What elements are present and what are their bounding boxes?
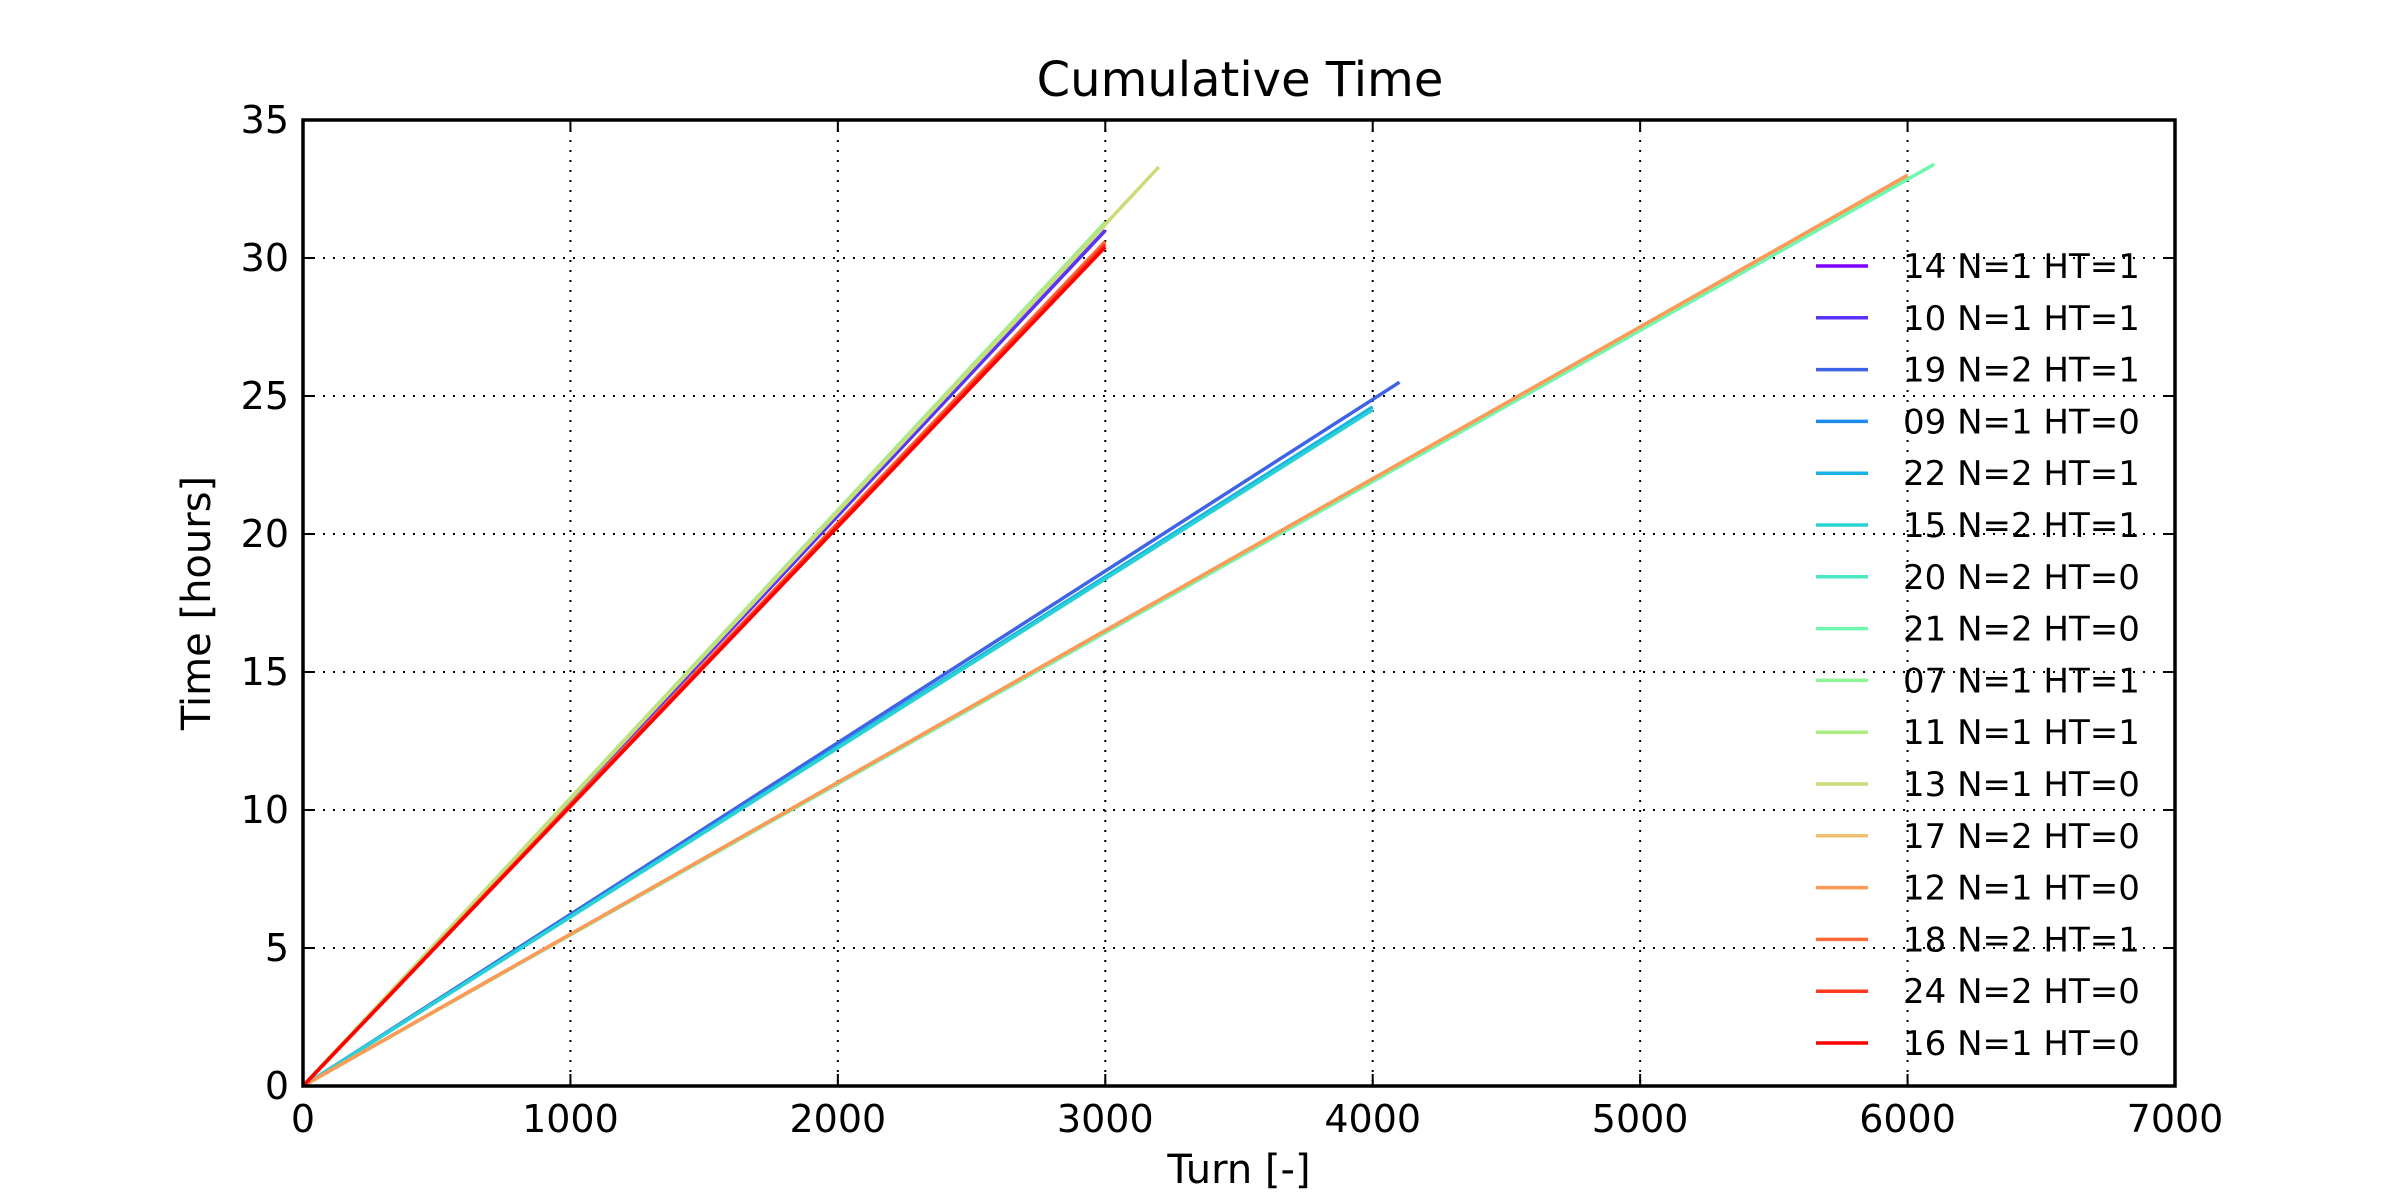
legend-label: 15 N=2 HT=1	[1903, 506, 2140, 546]
legend-label: 07 N=1 HT=1	[1903, 661, 2140, 701]
x-tick-label: 1000	[522, 1097, 619, 1141]
legend-label: 13 N=1 HT=0	[1903, 765, 2140, 805]
chart-title: Cumulative Time	[1037, 52, 1444, 108]
legend-label: 20 N=2 HT=0	[1903, 558, 2140, 598]
series-line-16-n-1-ht-0	[301, 245, 1107, 1088]
legend-label: 21 N=2 HT=0	[1903, 610, 2140, 650]
legend-label: 14 N=1 HT=1	[1903, 247, 2140, 287]
legend-label: 09 N=1 HT=0	[1903, 402, 2140, 442]
x-tick-label: 5000	[1592, 1097, 1689, 1141]
series-line-15-n-2-ht-1	[302, 408, 1374, 1088]
legend-label: 22 N=2 HT=1	[1903, 454, 2140, 494]
legend: 14 N=1 HT=1 10 N=1 HT=1 19 N=2 HT=1 09 N=1 …	[1816, 247, 2140, 1064]
x-tick-label: 0	[291, 1097, 315, 1141]
legend-label: 19 N=2 HT=1	[1903, 351, 2140, 391]
y-tick-label: 10	[241, 788, 289, 832]
legend-label: 24 N=2 HT=0	[1903, 972, 2140, 1012]
legend-label: 17 N=2 HT=0	[1903, 817, 2140, 857]
legend-label: 10 N=1 HT=1	[1903, 299, 2140, 339]
y-tick-label: 5	[265, 926, 289, 970]
legend-label: 16 N=1 HT=0	[1903, 1024, 2140, 1064]
y-tick-label: 30	[241, 236, 289, 280]
x-tick-label: 6000	[1859, 1097, 1956, 1141]
y-tick-label: 25	[241, 374, 289, 418]
y-tick-label: 0	[265, 1064, 289, 1108]
legend-label: 12 N=1 HT=0	[1903, 869, 2140, 909]
y-ticks: 0 5 10 15 20 25 30 35	[241, 98, 2175, 1108]
grid	[303, 120, 2175, 1086]
y-tick-label: 20	[241, 512, 289, 556]
x-tick-label: 2000	[789, 1097, 886, 1141]
y-tick-label: 35	[241, 98, 289, 142]
plot-frame	[301, 118, 2177, 1088]
x-axis-label: Turn [-]	[1166, 1147, 1310, 1193]
x-tick-label: 7000	[2127, 1097, 2224, 1141]
series-line-13-n-1-ht-0	[301, 165, 1161, 1088]
legend-label: 18 N=2 HT=1	[1903, 920, 2140, 960]
series-line-12-n-1-ht-0	[302, 173, 1909, 1088]
x-tick-label: 4000	[1324, 1097, 1421, 1141]
series-lines	[301, 162, 1936, 1088]
x-tick-label: 3000	[1057, 1097, 1154, 1141]
y-axis-label: Time [hours]	[174, 476, 220, 731]
legend-label: 11 N=1 HT=1	[1903, 713, 2140, 753]
x-ticks: 0 1000 2000 3000 4000 5000 6000 7000	[291, 120, 2223, 1141]
y-tick-label: 15	[241, 650, 289, 694]
